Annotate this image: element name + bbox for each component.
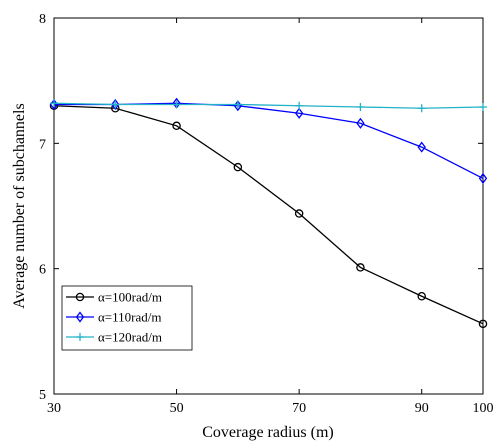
series-3-point: [50, 99, 58, 108]
y-tick-label: 8: [39, 12, 46, 27]
series-1-point: [356, 263, 365, 272]
legend-marker: [76, 333, 84, 341]
x-tick-label: 30: [47, 401, 61, 416]
x-tick-label: 90: [415, 401, 429, 416]
y-tick-label: 7: [39, 137, 46, 152]
series-1-point: [478, 319, 488, 329]
legend-entry-label: α=110rad/m: [98, 310, 161, 325]
series-1-line: [53, 105, 484, 325]
series-1-point: [294, 209, 304, 218]
series-3-point: [479, 102, 487, 111]
series-2-point: [478, 172, 488, 185]
series-3: [50, 99, 487, 113]
x-tick-label: 50: [170, 401, 184, 416]
axis-ticks: 30 50 70 90 100 5 6 7 8: [39, 12, 494, 416]
y-axis-label: Average number of subchannels: [11, 103, 28, 308]
series-3-point: [356, 102, 365, 111]
x-tick-label: 100: [473, 401, 494, 416]
series-2-point: [294, 107, 304, 119]
series-3-point: [295, 101, 304, 110]
series-3-point: [417, 104, 426, 113]
legend-entry-label: α=120rad/m: [98, 330, 162, 345]
series-3-point: [233, 100, 242, 109]
series-layer: [49, 97, 488, 329]
series-2-point: [111, 98, 120, 111]
legend-entry-label: α=100rad/m: [98, 290, 162, 305]
series-2-point: [356, 117, 365, 129]
legend-marker: [75, 292, 85, 302]
series-3-point: [172, 100, 181, 109]
x-axis-label: Coverage radius (m): [202, 424, 334, 441]
x-tick-label: 70: [292, 401, 306, 416]
series-3-point: [111, 100, 120, 109]
series-1: [49, 101, 488, 329]
legend-marker: [75, 311, 85, 323]
series-1-point: [233, 162, 243, 172]
y-tick-label: 6: [39, 263, 46, 278]
series-1-point: [417, 291, 426, 301]
legend: α=100rad/m α=110rad/m α=120rad/m: [61, 285, 193, 351]
y-tick-label: 5: [39, 388, 46, 403]
series-1-point: [172, 121, 181, 131]
series-3-line: [53, 102, 484, 109]
series-2-point: [417, 141, 426, 153]
